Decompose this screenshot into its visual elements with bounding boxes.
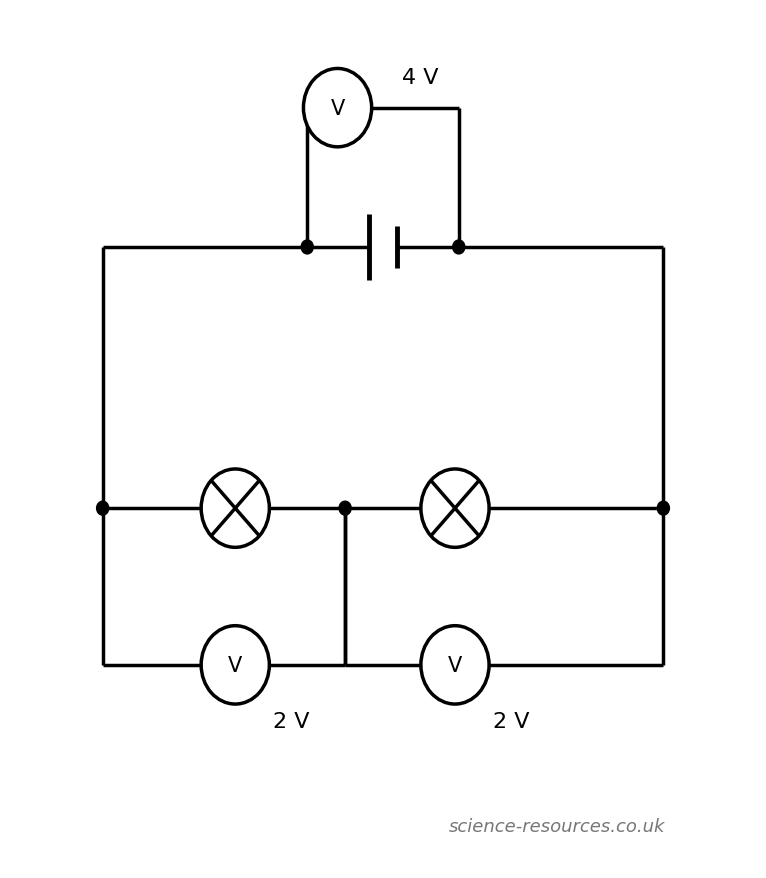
Text: 4 V: 4 V <box>402 68 438 88</box>
Text: V: V <box>330 98 345 119</box>
Text: V: V <box>448 655 462 675</box>
Text: 2 V: 2 V <box>493 712 529 731</box>
Text: V: V <box>228 655 242 675</box>
Circle shape <box>97 501 109 515</box>
Circle shape <box>301 241 313 255</box>
Circle shape <box>421 626 489 704</box>
Text: 2 V: 2 V <box>273 712 309 731</box>
Circle shape <box>657 501 669 515</box>
Circle shape <box>421 470 489 548</box>
Text: science-resources.co.uk: science-resources.co.uk <box>449 817 666 835</box>
Circle shape <box>201 626 270 704</box>
Circle shape <box>303 69 372 148</box>
Circle shape <box>339 501 351 515</box>
Circle shape <box>201 470 270 548</box>
Circle shape <box>453 241 465 255</box>
